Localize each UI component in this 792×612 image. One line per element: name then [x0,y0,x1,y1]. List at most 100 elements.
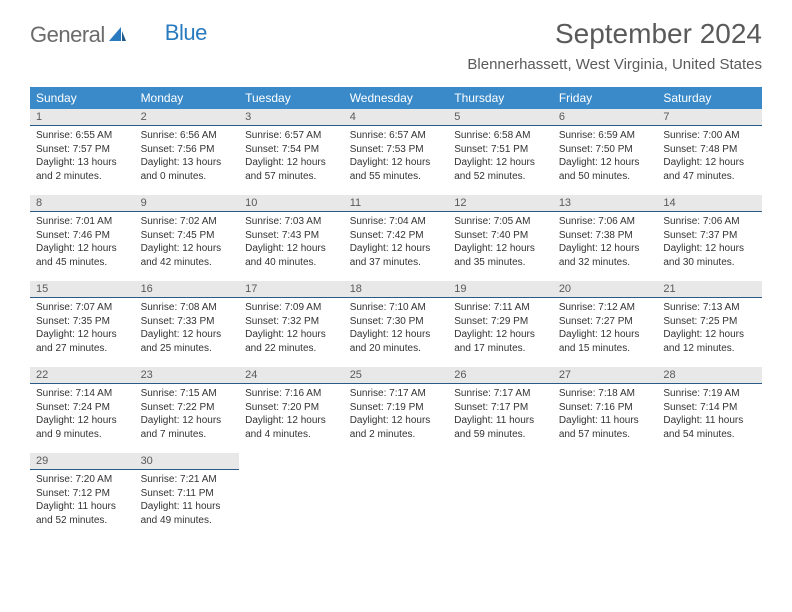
day-number: 22 [30,367,135,384]
day-number: 23 [135,367,240,384]
month-title: September 2024 [467,18,762,50]
day-cell: 15Sunrise: 7:07 AMSunset: 7:35 PMDayligh… [30,281,135,367]
day-number: 17 [239,281,344,298]
day-cell: 28Sunrise: 7:19 AMSunset: 7:14 PMDayligh… [657,367,762,453]
day-number: 12 [448,195,553,212]
day-body: Sunrise: 7:10 AMSunset: 7:30 PMDaylight:… [344,298,449,359]
logo-text-general: General [30,22,105,48]
calendar-body: 1Sunrise: 6:55 AMSunset: 7:57 PMDaylight… [30,109,762,539]
day-cell: 7Sunrise: 7:00 AMSunset: 7:48 PMDaylight… [657,109,762,195]
calendar-row: 8Sunrise: 7:01 AMSunset: 7:46 PMDaylight… [30,195,762,281]
day-cell: 20Sunrise: 7:12 AMSunset: 7:27 PMDayligh… [553,281,658,367]
day-cell: 29Sunrise: 7:20 AMSunset: 7:12 PMDayligh… [30,453,135,539]
day-cell: 27Sunrise: 7:18 AMSunset: 7:16 PMDayligh… [553,367,658,453]
day-body: Sunrise: 7:06 AMSunset: 7:37 PMDaylight:… [657,212,762,273]
empty-day-cell [239,453,344,539]
weekday-header: Thursday [448,87,553,109]
day-number: 25 [344,367,449,384]
day-cell: 12Sunrise: 7:05 AMSunset: 7:40 PMDayligh… [448,195,553,281]
calendar-row: 1Sunrise: 6:55 AMSunset: 7:57 PMDaylight… [30,109,762,195]
day-number: 13 [553,195,658,212]
day-cell: 30Sunrise: 7:21 AMSunset: 7:11 PMDayligh… [135,453,240,539]
title-block: September 2024 Blennerhassett, West Virg… [467,18,762,73]
weekday-header: Wednesday [344,87,449,109]
day-body: Sunrise: 6:57 AMSunset: 7:54 PMDaylight:… [239,126,344,187]
day-body: Sunrise: 6:57 AMSunset: 7:53 PMDaylight:… [344,126,449,187]
day-number: 7 [657,109,762,126]
calendar-row: 29Sunrise: 7:20 AMSunset: 7:12 PMDayligh… [30,453,762,539]
day-body: Sunrise: 6:55 AMSunset: 7:57 PMDaylight:… [30,126,135,187]
day-cell: 3Sunrise: 6:57 AMSunset: 7:54 PMDaylight… [239,109,344,195]
day-cell: 2Sunrise: 6:56 AMSunset: 7:56 PMDaylight… [135,109,240,195]
day-body: Sunrise: 7:21 AMSunset: 7:11 PMDaylight:… [135,470,240,531]
day-cell: 5Sunrise: 6:58 AMSunset: 7:51 PMDaylight… [448,109,553,195]
logo-text-blue: Blue [165,20,207,46]
day-body: Sunrise: 7:07 AMSunset: 7:35 PMDaylight:… [30,298,135,359]
day-cell: 26Sunrise: 7:17 AMSunset: 7:17 PMDayligh… [448,367,553,453]
day-body: Sunrise: 7:17 AMSunset: 7:19 PMDaylight:… [344,384,449,445]
day-cell: 16Sunrise: 7:08 AMSunset: 7:33 PMDayligh… [135,281,240,367]
day-cell: 14Sunrise: 7:06 AMSunset: 7:37 PMDayligh… [657,195,762,281]
day-body: Sunrise: 7:12 AMSunset: 7:27 PMDaylight:… [553,298,658,359]
day-cell: 1Sunrise: 6:55 AMSunset: 7:57 PMDaylight… [30,109,135,195]
weekday-header: Sunday [30,87,135,109]
day-body: Sunrise: 7:14 AMSunset: 7:24 PMDaylight:… [30,384,135,445]
day-body: Sunrise: 7:02 AMSunset: 7:45 PMDaylight:… [135,212,240,273]
calendar-row: 22Sunrise: 7:14 AMSunset: 7:24 PMDayligh… [30,367,762,453]
empty-day-cell [657,453,762,539]
day-cell: 17Sunrise: 7:09 AMSunset: 7:32 PMDayligh… [239,281,344,367]
calendar-table: Sunday Monday Tuesday Wednesday Thursday… [30,87,762,539]
day-body: Sunrise: 7:17 AMSunset: 7:17 PMDaylight:… [448,384,553,445]
day-number: 9 [135,195,240,212]
day-body: Sunrise: 7:04 AMSunset: 7:42 PMDaylight:… [344,212,449,273]
day-body: Sunrise: 7:08 AMSunset: 7:33 PMDaylight:… [135,298,240,359]
day-cell: 24Sunrise: 7:16 AMSunset: 7:20 PMDayligh… [239,367,344,453]
empty-day-cell [344,453,449,539]
day-cell: 9Sunrise: 7:02 AMSunset: 7:45 PMDaylight… [135,195,240,281]
day-body: Sunrise: 6:59 AMSunset: 7:50 PMDaylight:… [553,126,658,187]
day-cell: 25Sunrise: 7:17 AMSunset: 7:19 PMDayligh… [344,367,449,453]
location-text: Blennerhassett, West Virginia, United St… [467,56,762,73]
day-body: Sunrise: 7:01 AMSunset: 7:46 PMDaylight:… [30,212,135,273]
day-number: 6 [553,109,658,126]
weekday-header: Monday [135,87,240,109]
day-cell: 8Sunrise: 7:01 AMSunset: 7:46 PMDaylight… [30,195,135,281]
day-body: Sunrise: 7:06 AMSunset: 7:38 PMDaylight:… [553,212,658,273]
day-body: Sunrise: 7:03 AMSunset: 7:43 PMDaylight:… [239,212,344,273]
day-number: 4 [344,109,449,126]
day-body: Sunrise: 7:18 AMSunset: 7:16 PMDaylight:… [553,384,658,445]
day-number: 27 [553,367,658,384]
day-cell: 18Sunrise: 7:10 AMSunset: 7:30 PMDayligh… [344,281,449,367]
day-number: 18 [344,281,449,298]
day-cell: 6Sunrise: 6:59 AMSunset: 7:50 PMDaylight… [553,109,658,195]
day-number: 1 [30,109,135,126]
day-body: Sunrise: 6:56 AMSunset: 7:56 PMDaylight:… [135,126,240,187]
day-body: Sunrise: 7:16 AMSunset: 7:20 PMDaylight:… [239,384,344,445]
day-number: 15 [30,281,135,298]
day-number: 2 [135,109,240,126]
day-number: 19 [448,281,553,298]
day-body: Sunrise: 7:05 AMSunset: 7:40 PMDaylight:… [448,212,553,273]
day-number: 8 [30,195,135,212]
logo: General Blue [30,18,207,48]
empty-day-cell [448,453,553,539]
day-number: 24 [239,367,344,384]
header: General Blue September 2024 Blennerhasse… [0,0,792,79]
day-cell: 4Sunrise: 6:57 AMSunset: 7:53 PMDaylight… [344,109,449,195]
weekday-header: Tuesday [239,87,344,109]
day-number: 21 [657,281,762,298]
day-number: 10 [239,195,344,212]
calendar-row: 15Sunrise: 7:07 AMSunset: 7:35 PMDayligh… [30,281,762,367]
day-cell: 22Sunrise: 7:14 AMSunset: 7:24 PMDayligh… [30,367,135,453]
day-number: 26 [448,367,553,384]
day-number: 30 [135,453,240,470]
day-body: Sunrise: 7:15 AMSunset: 7:22 PMDaylight:… [135,384,240,445]
weekday-header: Saturday [657,87,762,109]
day-body: Sunrise: 7:00 AMSunset: 7:48 PMDaylight:… [657,126,762,187]
weekday-header-row: Sunday Monday Tuesday Wednesday Thursday… [30,87,762,109]
day-cell: 13Sunrise: 7:06 AMSunset: 7:38 PMDayligh… [553,195,658,281]
day-body: Sunrise: 7:09 AMSunset: 7:32 PMDaylight:… [239,298,344,359]
day-cell: 21Sunrise: 7:13 AMSunset: 7:25 PMDayligh… [657,281,762,367]
day-cell: 23Sunrise: 7:15 AMSunset: 7:22 PMDayligh… [135,367,240,453]
day-body: Sunrise: 7:19 AMSunset: 7:14 PMDaylight:… [657,384,762,445]
